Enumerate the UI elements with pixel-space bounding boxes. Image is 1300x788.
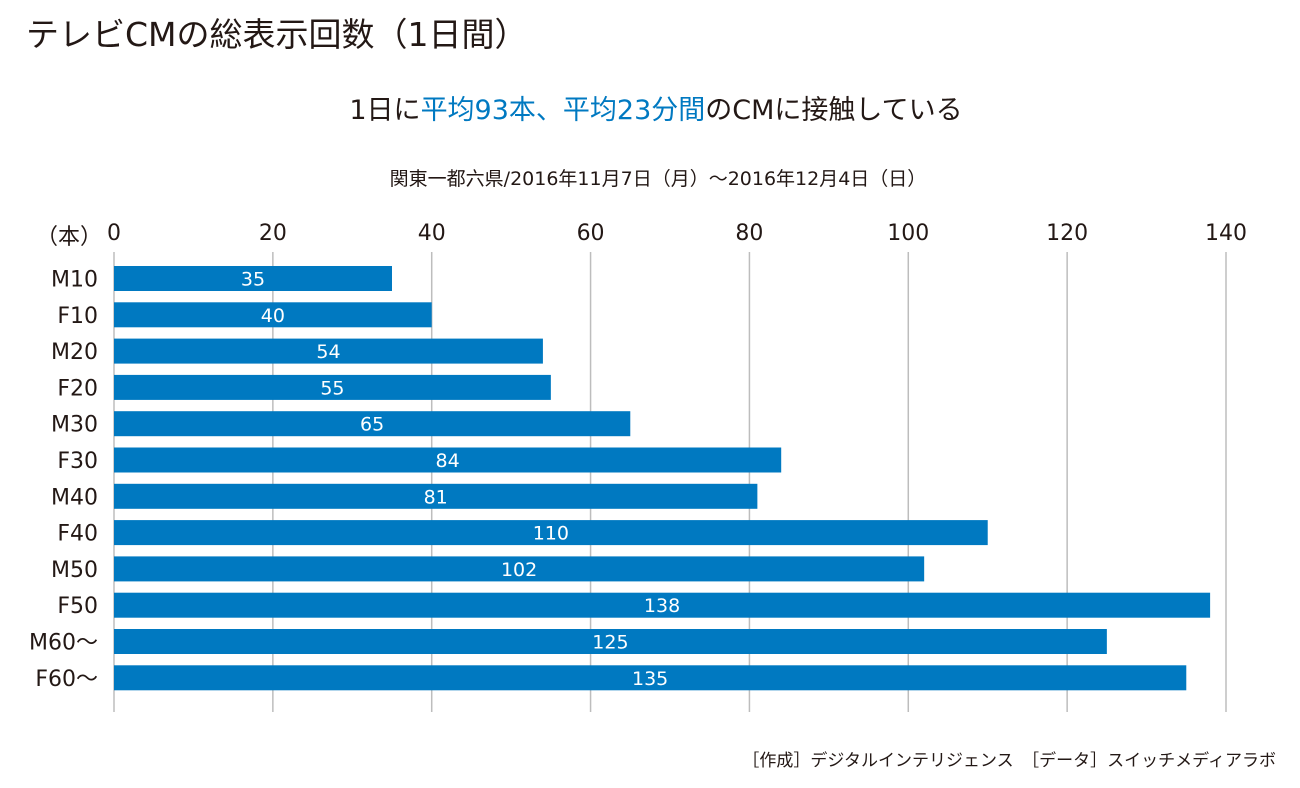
x-tick-label: 140 (1205, 221, 1247, 246)
category-label: M20 (51, 340, 98, 365)
bar-m30 (114, 411, 631, 437)
category-label: F50 (57, 594, 98, 619)
data-label: 81 (424, 486, 448, 508)
axis-unit-label: （本） (36, 225, 103, 250)
data-label: 35 (241, 269, 265, 291)
data-label: 110 (533, 523, 569, 545)
bar-m50 (114, 556, 925, 582)
category-label: M50 (51, 558, 98, 583)
category-label: M40 (51, 485, 98, 510)
chart-title: テレビCMの総表示回数（1日間） (26, 15, 528, 54)
category-label: M60〜 (29, 631, 98, 656)
x-tick-label: 100 (887, 221, 929, 246)
category-label: F30 (57, 449, 98, 474)
data-label: 138 (644, 595, 680, 617)
bar-m60-plus (114, 629, 1107, 654)
category-label: M10 (51, 268, 98, 293)
bar-m10 (114, 266, 392, 291)
category-label: F20 (57, 376, 98, 401)
bar-f20 (114, 374, 551, 400)
bar-m20 (114, 338, 543, 364)
chart-period: 関東一都六県/2016年11月7日（月）〜2016年12月4日（日） (389, 168, 927, 190)
category-label: F40 (57, 522, 98, 547)
subtitle-highlight: 平均93本、平均23分間 (420, 95, 706, 126)
category-label: M30 (51, 413, 98, 438)
subtitle-part-3: のCMに接触している (705, 95, 963, 126)
x-axis-ticks: 0 20 40 60 80 100 120 140 (107, 221, 1247, 246)
data-label: 65 (360, 414, 384, 436)
x-tick-label: 120 (1046, 221, 1088, 246)
source-credit: ［作成］デジタルインテリジェンス ［データ］スイッチメディアラボ (742, 751, 1276, 771)
data-label: 40 (261, 305, 285, 327)
bar-f30 (114, 447, 782, 473)
bar-f50 (114, 592, 1211, 618)
x-tick-label: 40 (418, 221, 446, 246)
bars (114, 266, 1211, 691)
data-label: 54 (316, 341, 340, 363)
bar-f60-plus (114, 665, 1187, 691)
data-label: 55 (320, 377, 344, 399)
bar-f10 (114, 302, 432, 328)
x-tick-label: 80 (735, 221, 763, 246)
data-label: 125 (592, 632, 628, 654)
subtitle-part-1: 1日に (349, 95, 421, 126)
data-label: 84 (436, 450, 460, 472)
category-label: F60〜 (35, 667, 98, 692)
chart-subtitle: 1日に平均93本、平均23分間のCMに接触している (6, 88, 1300, 127)
category-label: F10 (57, 304, 98, 329)
x-tick-label: 60 (577, 221, 605, 246)
x-tick-label: 0 (107, 221, 121, 246)
x-tick-label: 20 (259, 221, 287, 246)
category-labels: M10 F10 M20 F20 M30 F30 M40 F40 M50 F50 M60〜 F60〜 (29, 268, 98, 692)
data-label: 135 (632, 668, 668, 690)
data-label: 102 (501, 559, 537, 581)
bar-m40 (114, 483, 758, 509)
bar-f40 (114, 520, 988, 546)
